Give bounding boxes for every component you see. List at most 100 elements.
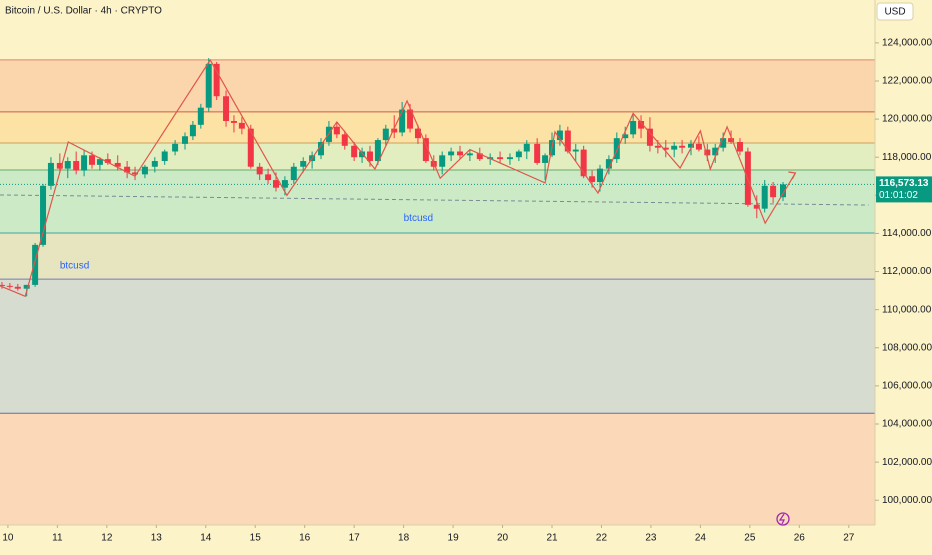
candle-body <box>638 121 645 129</box>
price-zone <box>0 233 875 280</box>
candle-body <box>422 138 429 162</box>
trend-line <box>0 194 869 206</box>
y-tick-label: 104,000.00 <box>882 419 932 430</box>
candle-body <box>47 162 54 186</box>
candle-body <box>515 151 522 158</box>
candle-body <box>81 155 88 171</box>
candle-body <box>761 185 768 209</box>
candle-body <box>728 138 735 142</box>
candle-body <box>104 159 111 163</box>
candle-body <box>687 143 694 148</box>
x-tick-label: 12 <box>101 533 113 544</box>
candle-body <box>341 134 348 146</box>
candle-body <box>753 204 760 209</box>
candle-body <box>281 180 288 188</box>
candle-body <box>399 109 406 133</box>
x-tick-label: 10 <box>2 533 14 544</box>
y-tick-label: 114,000.00 <box>882 228 932 239</box>
x-tick-label: 19 <box>448 533 460 544</box>
x-tick-label: 13 <box>151 533 163 544</box>
candle-body <box>14 286 21 289</box>
candle-body <box>230 121 237 123</box>
candle-body <box>542 155 549 163</box>
candle-body <box>695 143 702 150</box>
currency-label: USD <box>884 7 905 18</box>
candle-body <box>197 107 204 125</box>
candle-body <box>141 166 148 175</box>
candle-body <box>564 130 571 152</box>
candle-body <box>407 109 414 129</box>
replay-icon[interactable] <box>776 512 790 526</box>
candle-body <box>213 63 220 97</box>
currency-box[interactable] <box>876 2 914 21</box>
candle-body <box>654 145 661 148</box>
candle-body <box>366 151 373 162</box>
candle-body <box>73 161 80 171</box>
candle-body <box>359 151 366 158</box>
price-zone <box>0 59 875 112</box>
candle-body <box>770 185 777 198</box>
candle-body <box>40 185 47 245</box>
candle-body <box>96 159 103 165</box>
price-tag-countdown: 01:01:02 <box>879 190 918 201</box>
candle-body <box>273 180 280 188</box>
x-tick-label: 14 <box>200 533 212 544</box>
candle-body <box>172 143 179 152</box>
x-tick-label: 26 <box>794 533 806 544</box>
price-zone <box>0 169 875 234</box>
candle-body <box>290 166 297 181</box>
candle-body <box>466 153 473 156</box>
price-tag-label: 116,573.13 <box>879 178 929 189</box>
candle-body <box>646 128 653 146</box>
x-tick-label: 27 <box>843 533 855 544</box>
candle-body <box>300 161 307 167</box>
x-tick-label: 22 <box>596 533 608 544</box>
candle-body <box>189 124 196 137</box>
candle-body <box>124 166 131 173</box>
candle-body <box>671 145 678 150</box>
x-tick-label: 16 <box>299 533 311 544</box>
x-tick-label: 17 <box>349 533 361 544</box>
x-axis-panel <box>0 525 875 550</box>
candle-body <box>720 138 727 148</box>
candle-body <box>605 159 612 169</box>
candle-body <box>457 151 464 156</box>
y-tick-label: 124,000.00 <box>882 38 932 49</box>
price-zone <box>0 279 875 414</box>
x-tick-label: 23 <box>645 533 657 544</box>
candle-body <box>556 130 563 141</box>
candle-body <box>414 128 421 139</box>
candle-body <box>613 138 620 160</box>
candle-body <box>704 149 711 156</box>
candle-body <box>64 161 71 169</box>
candle-body <box>448 151 455 156</box>
candle-body <box>497 157 504 160</box>
candle-body <box>238 122 245 129</box>
x-tick-label: 15 <box>250 533 262 544</box>
y-axis-panel <box>875 0 932 550</box>
candle-body <box>779 184 786 198</box>
candle-body <box>572 149 579 152</box>
y-tick-label: 102,000.00 <box>882 457 932 468</box>
candle-body <box>630 121 637 135</box>
y-tick-label: 110,000.00 <box>882 304 932 315</box>
candle-body <box>32 244 39 285</box>
note-label: btcusd <box>60 260 89 271</box>
chart-title: Bitcoin / U.S. Dollar · 4h · CRYPTO <box>5 6 162 17</box>
x-tick-label: 24 <box>695 533 707 544</box>
candle-body <box>622 134 629 139</box>
x-tick-label: 21 <box>546 533 558 544</box>
candle-body <box>6 285 13 287</box>
replay-icon-bolt <box>778 513 785 525</box>
price-zone <box>0 0 875 60</box>
candle-body <box>596 168 603 182</box>
candle-body <box>114 162 121 167</box>
y-tick-label: 118,000.00 <box>882 152 932 163</box>
y-tick-label: 122,000.00 <box>882 76 932 87</box>
candle-body <box>333 126 340 135</box>
price-zone <box>0 413 875 525</box>
candle-body <box>580 149 587 177</box>
y-tick-label: 112,000.00 <box>882 266 932 277</box>
arrow-head <box>788 171 797 180</box>
